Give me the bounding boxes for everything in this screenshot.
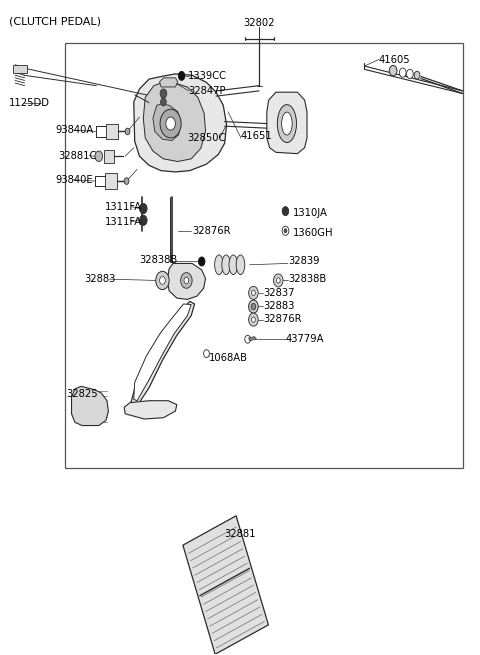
Text: 32839: 32839 xyxy=(288,257,319,267)
Polygon shape xyxy=(129,301,194,413)
Text: 93840A: 93840A xyxy=(56,125,94,135)
Text: 32837: 32837 xyxy=(263,288,294,298)
Polygon shape xyxy=(183,515,268,654)
Text: 32850C: 32850C xyxy=(187,133,226,143)
Circle shape xyxy=(125,128,130,135)
Polygon shape xyxy=(13,65,26,73)
Circle shape xyxy=(184,277,189,284)
Circle shape xyxy=(204,350,209,358)
Polygon shape xyxy=(267,92,307,154)
Polygon shape xyxy=(167,263,205,299)
Text: 32876R: 32876R xyxy=(263,314,301,324)
Polygon shape xyxy=(144,83,205,162)
Text: 32881C: 32881C xyxy=(58,151,96,160)
Polygon shape xyxy=(124,401,177,419)
Text: 32838B: 32838B xyxy=(140,255,178,265)
Ellipse shape xyxy=(229,255,238,274)
Ellipse shape xyxy=(236,255,245,274)
Text: 1311FA: 1311FA xyxy=(105,202,142,212)
Circle shape xyxy=(249,313,258,326)
Text: 41651: 41651 xyxy=(241,131,273,141)
Text: 32802: 32802 xyxy=(243,18,275,28)
Circle shape xyxy=(252,317,255,322)
Text: 32883: 32883 xyxy=(84,274,116,284)
Text: (CLUTCH PEDAL): (CLUTCH PEDAL) xyxy=(9,16,101,27)
Circle shape xyxy=(156,271,169,290)
Circle shape xyxy=(389,66,397,76)
Text: 32881: 32881 xyxy=(224,529,256,539)
Circle shape xyxy=(180,272,192,288)
Text: 1068AB: 1068AB xyxy=(209,352,248,363)
Text: 1339CC: 1339CC xyxy=(188,71,228,81)
Text: 32825: 32825 xyxy=(67,389,98,399)
Text: 1310JA: 1310JA xyxy=(293,208,327,218)
Circle shape xyxy=(282,206,289,215)
Ellipse shape xyxy=(282,112,292,135)
Circle shape xyxy=(245,335,251,343)
Circle shape xyxy=(95,151,103,162)
Circle shape xyxy=(198,257,205,266)
Polygon shape xyxy=(153,104,180,141)
Circle shape xyxy=(140,215,147,225)
Text: 93840E: 93840E xyxy=(56,175,93,185)
Bar xyxy=(65,43,463,468)
Circle shape xyxy=(251,303,256,310)
Circle shape xyxy=(276,278,280,283)
Circle shape xyxy=(159,276,165,284)
Text: 41605: 41605 xyxy=(379,54,410,65)
Polygon shape xyxy=(106,124,118,140)
Circle shape xyxy=(124,178,129,184)
Circle shape xyxy=(166,117,175,130)
Circle shape xyxy=(140,203,147,214)
Polygon shape xyxy=(72,386,108,426)
Ellipse shape xyxy=(222,255,230,274)
Polygon shape xyxy=(104,150,114,163)
Circle shape xyxy=(249,286,258,299)
Circle shape xyxy=(414,71,420,79)
Text: 32883: 32883 xyxy=(263,301,294,311)
Text: 1311FA: 1311FA xyxy=(105,217,142,227)
Polygon shape xyxy=(105,174,117,189)
Polygon shape xyxy=(249,337,257,341)
Circle shape xyxy=(249,300,258,313)
Text: 43779A: 43779A xyxy=(286,334,324,345)
Circle shape xyxy=(160,109,181,138)
Circle shape xyxy=(274,274,283,287)
Circle shape xyxy=(252,290,255,295)
Circle shape xyxy=(399,68,406,77)
Text: 32847P: 32847P xyxy=(188,86,226,96)
Polygon shape xyxy=(159,78,178,87)
Circle shape xyxy=(160,89,167,98)
Ellipse shape xyxy=(277,105,297,143)
Polygon shape xyxy=(134,304,191,401)
Circle shape xyxy=(407,69,413,79)
Text: 1360GH: 1360GH xyxy=(293,228,333,238)
Text: 32838B: 32838B xyxy=(288,274,326,284)
Polygon shape xyxy=(134,74,227,172)
Text: 32876R: 32876R xyxy=(192,227,230,236)
Ellipse shape xyxy=(215,255,223,274)
Text: 1125DD: 1125DD xyxy=(9,98,50,108)
Circle shape xyxy=(178,71,185,81)
Circle shape xyxy=(282,226,289,235)
Circle shape xyxy=(160,98,166,106)
Circle shape xyxy=(284,229,287,233)
